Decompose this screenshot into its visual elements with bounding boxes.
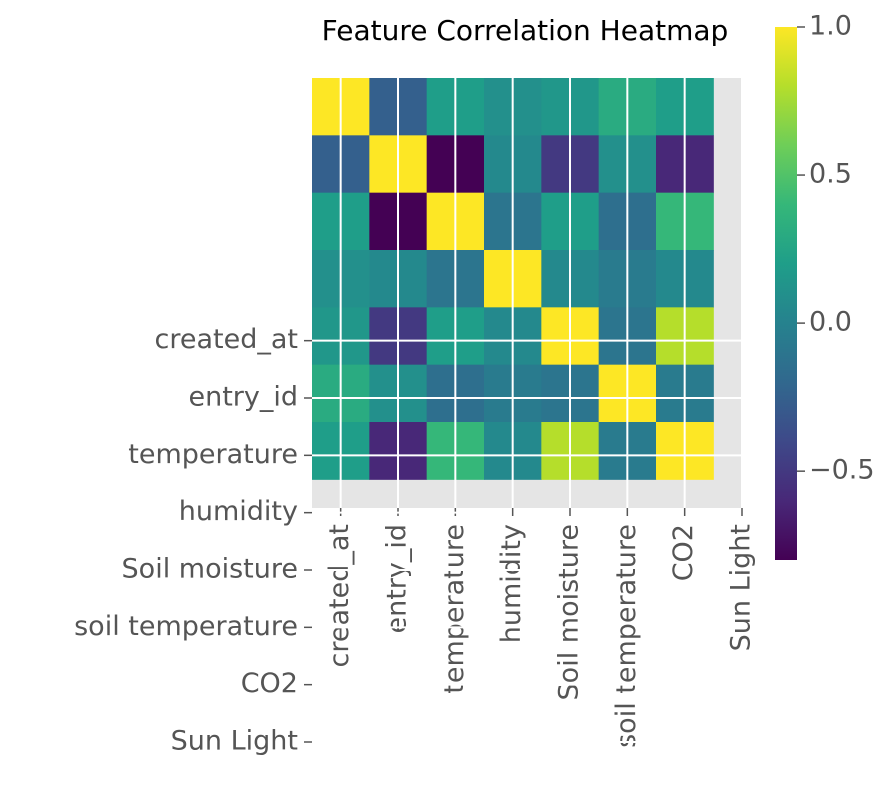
x-tick-label: soil temperature — [611, 524, 642, 748]
x-tick-label: Soil moisture — [554, 524, 585, 700]
y-tick-label: entry_id — [188, 382, 298, 413]
colorbar-tick-label: 1.0 — [809, 11, 852, 42]
x-tick-label: CO2 — [668, 524, 699, 581]
y-tick-label: CO2 — [241, 668, 298, 699]
x-tick-label: Sun Light — [726, 524, 757, 651]
y-tick-label: temperature — [128, 439, 298, 470]
colorbar-tick-label: −0.5 — [809, 455, 875, 486]
y-tick-label: Soil moisture — [122, 554, 298, 585]
chart-title: Feature Correlation Heatmap — [322, 14, 729, 47]
x-tick-label: entry_id — [382, 524, 413, 634]
x-tick-label: created_at — [324, 524, 355, 667]
x-tick-label: humidity — [496, 524, 527, 643]
x-tick-label: temperature — [439, 524, 470, 694]
y-tick-label: soil temperature — [74, 611, 298, 642]
colorbar — [775, 27, 797, 560]
y-tick-label: humidity — [179, 496, 298, 527]
y-tick-label: created_at — [155, 324, 298, 355]
y-tick-label: Sun Light — [171, 726, 298, 757]
colorbar-tick-label: 0.0 — [809, 307, 852, 338]
colorbar-tick-label: 0.5 — [809, 159, 852, 190]
